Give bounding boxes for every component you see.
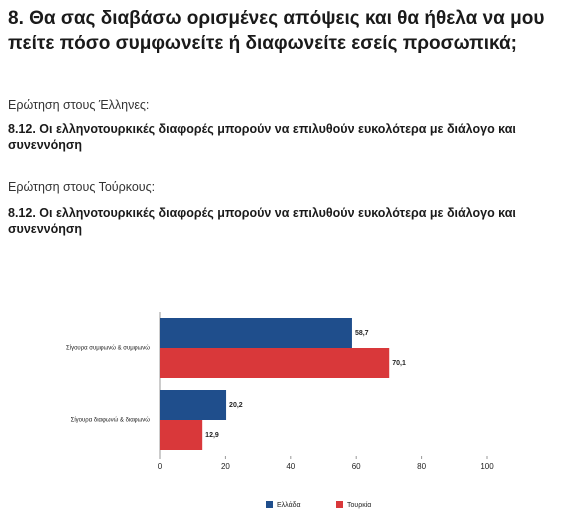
legend-label: Τουρκία: [347, 501, 371, 509]
x-tick-label: 40: [286, 462, 295, 471]
category-label: Σίγουρα διαφωνώ & διαφωνώ: [71, 418, 151, 424]
x-tick-label: 0: [158, 462, 163, 471]
question-text: 8.12. Οι ελληνοτουρκικές διαφορές μπορού…: [8, 206, 516, 236]
bar: [160, 420, 203, 450]
value-label: 20,2: [229, 402, 243, 409]
category-label: Σίγουρα συμφωνώ & συμφωνώ: [66, 346, 150, 352]
legend-label: Ελλάδα: [277, 501, 301, 509]
x-tick-label: 80: [417, 462, 426, 471]
legend-swatch: [336, 501, 343, 508]
bar: [160, 390, 227, 420]
bar: [160, 348, 390, 378]
title: 8. Θα σας διαβάσω ορισμένες απόψεις και …: [8, 8, 545, 54]
x-tick-label: 20: [221, 462, 230, 471]
legend-swatch: [266, 501, 273, 508]
x-tick-label: 100: [480, 462, 494, 471]
value-label: 70,1: [392, 360, 406, 367]
question-label: Ερώτηση στους Τούρκους:: [8, 180, 156, 194]
value-label: 12,9: [205, 432, 219, 439]
value-label: 58,7: [355, 330, 369, 337]
bar: [160, 318, 352, 348]
question-text: 8.12. Οι ελληνοτουρκικές διαφορές μπορού…: [8, 122, 516, 152]
x-tick-label: 60: [352, 462, 361, 471]
question-label: Ερώτηση στους Έλληνες:: [8, 98, 150, 112]
